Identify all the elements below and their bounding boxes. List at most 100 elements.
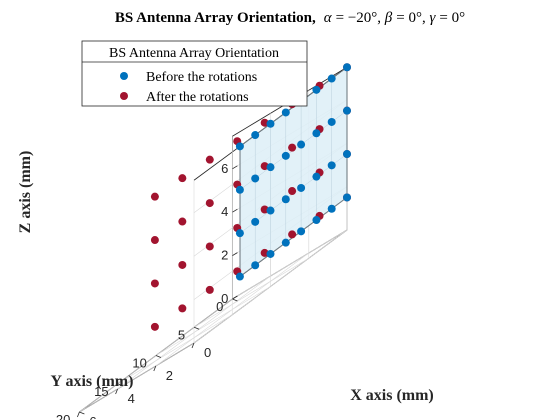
after-rotation-point xyxy=(178,174,187,183)
before-rotation-point xyxy=(297,183,306,192)
z-axis-label: Z axis (mm) xyxy=(17,151,34,234)
after-rotation-point xyxy=(178,304,187,313)
before-rotation-point xyxy=(251,261,260,270)
y-axis-label: Y axis (mm) xyxy=(51,373,134,390)
z-tick-label: 0 xyxy=(221,291,228,306)
grid-line-z-wall1 xyxy=(232,229,348,300)
y-tick-label: 15 xyxy=(94,384,108,399)
grid-line-x-floor xyxy=(155,252,309,367)
y-tick-mark xyxy=(155,355,162,358)
after-rotation-point xyxy=(150,236,159,245)
x-tick-label: 0 xyxy=(204,345,211,360)
grid-line-x-floor xyxy=(117,275,271,390)
data-points xyxy=(150,63,351,331)
grid-line-y-floor xyxy=(193,257,309,328)
before-rotation-point xyxy=(281,151,290,160)
before-rotation-point xyxy=(281,108,290,117)
before-rotation-point xyxy=(343,63,351,72)
z-tick-label: 4 xyxy=(221,204,228,219)
before-rotation-point xyxy=(343,150,351,159)
after-rotation-point xyxy=(288,187,297,196)
before-rotation-point xyxy=(235,272,244,281)
before-rotation-point xyxy=(327,161,336,170)
y-tick-label: 0 xyxy=(216,299,223,314)
z-tick-mark xyxy=(232,295,238,300)
before-rotation-point xyxy=(327,74,336,83)
before-rotation-point xyxy=(266,119,275,128)
legend: BS Antenna Array Orientation Before the … xyxy=(81,40,308,107)
x-tick-mark xyxy=(153,365,157,372)
z-tick-label: 2 xyxy=(221,248,228,263)
after-rotation-point xyxy=(205,285,214,294)
y-tick-label: 10 xyxy=(132,356,146,371)
after-rotation-point xyxy=(178,217,187,226)
y-tick-mark xyxy=(232,298,238,302)
grid-line-y-floor xyxy=(79,342,195,413)
before-rotation-point xyxy=(343,193,351,202)
before-rotation-point xyxy=(251,174,260,183)
x-tick-label: 2 xyxy=(166,368,173,383)
after-rotation-point xyxy=(150,192,159,201)
x-tick-mark xyxy=(115,388,118,395)
x-tick-mark xyxy=(77,411,80,418)
x-tick-label: 6 xyxy=(89,414,96,420)
after-rotation-point xyxy=(150,322,159,331)
before-rotation-point xyxy=(266,163,275,172)
legend-entry-after: After the rotations xyxy=(146,90,249,105)
grid-line-z-wall2 xyxy=(193,229,348,344)
title-alpha-value: = −20°, xyxy=(336,10,385,26)
after-rotation-point xyxy=(288,143,297,152)
title-alpha-symbol: α xyxy=(324,10,333,26)
y-tick-mark xyxy=(79,411,85,415)
before-rotation-point xyxy=(327,117,336,126)
title-gamma-value: = 0° xyxy=(439,10,465,26)
before-rotation-point xyxy=(266,249,275,258)
grid-line-y-floor xyxy=(117,314,233,385)
y-tick-label: 5 xyxy=(178,327,185,342)
z-tick-label: 6 xyxy=(221,161,228,176)
x-axis-label: X axis (mm) xyxy=(350,387,434,404)
tick-labels: 0 2 4 6 0 5 10 15 20 0 2 4 6 xyxy=(56,161,238,420)
after-rotation-point xyxy=(205,155,214,164)
after-rotation-point xyxy=(205,199,214,208)
legend-marker-after xyxy=(120,92,128,100)
y-tick-mark xyxy=(194,326,200,330)
z-tick-mark xyxy=(232,208,238,213)
before-rotation-point xyxy=(343,106,351,115)
x-tick-mark xyxy=(191,342,195,349)
before-rotation-point xyxy=(312,129,321,138)
before-rotation-point xyxy=(281,238,290,247)
before-rotation-point xyxy=(266,206,275,215)
legend-box xyxy=(81,40,308,107)
after-rotation-point xyxy=(288,230,297,239)
y-tick-label: 20 xyxy=(56,412,70,420)
title-gamma-symbol: γ xyxy=(429,10,436,26)
before-rotation-point xyxy=(235,185,244,194)
before-rotation-point xyxy=(235,142,244,151)
before-rotation-point xyxy=(327,204,336,213)
z-tick-mark xyxy=(232,252,238,256)
before-rotation-point xyxy=(281,195,290,204)
title-bold-part: BS Antenna Array Orientation, xyxy=(115,10,316,26)
before-rotation-point xyxy=(251,131,260,140)
before-rotation-point xyxy=(251,217,260,226)
z-tick-mark xyxy=(232,165,238,170)
after-rotation-point xyxy=(178,260,187,269)
before-rotation-point xyxy=(312,216,321,225)
after-rotation-point xyxy=(150,279,159,288)
before-rotation-point xyxy=(312,85,321,94)
legend-title: BS Antenna Array Orientation xyxy=(109,46,279,61)
grid-line-y-floor xyxy=(155,286,271,356)
legend-entry-before: Before the rotations xyxy=(146,70,257,85)
title-beta-symbol: β xyxy=(384,10,393,26)
after-rotation-point xyxy=(205,242,214,251)
before-rotation-point xyxy=(297,227,306,236)
legend-marker-before xyxy=(120,72,128,80)
before-rotation-point xyxy=(297,140,306,149)
chart-title: BS Antenna Array Orientation, α = −20°, … xyxy=(115,9,465,26)
y-tick-mark xyxy=(117,383,123,387)
x-tick-label: 4 xyxy=(128,391,135,406)
before-rotation-point xyxy=(235,229,244,238)
before-rotation-point xyxy=(312,172,321,181)
